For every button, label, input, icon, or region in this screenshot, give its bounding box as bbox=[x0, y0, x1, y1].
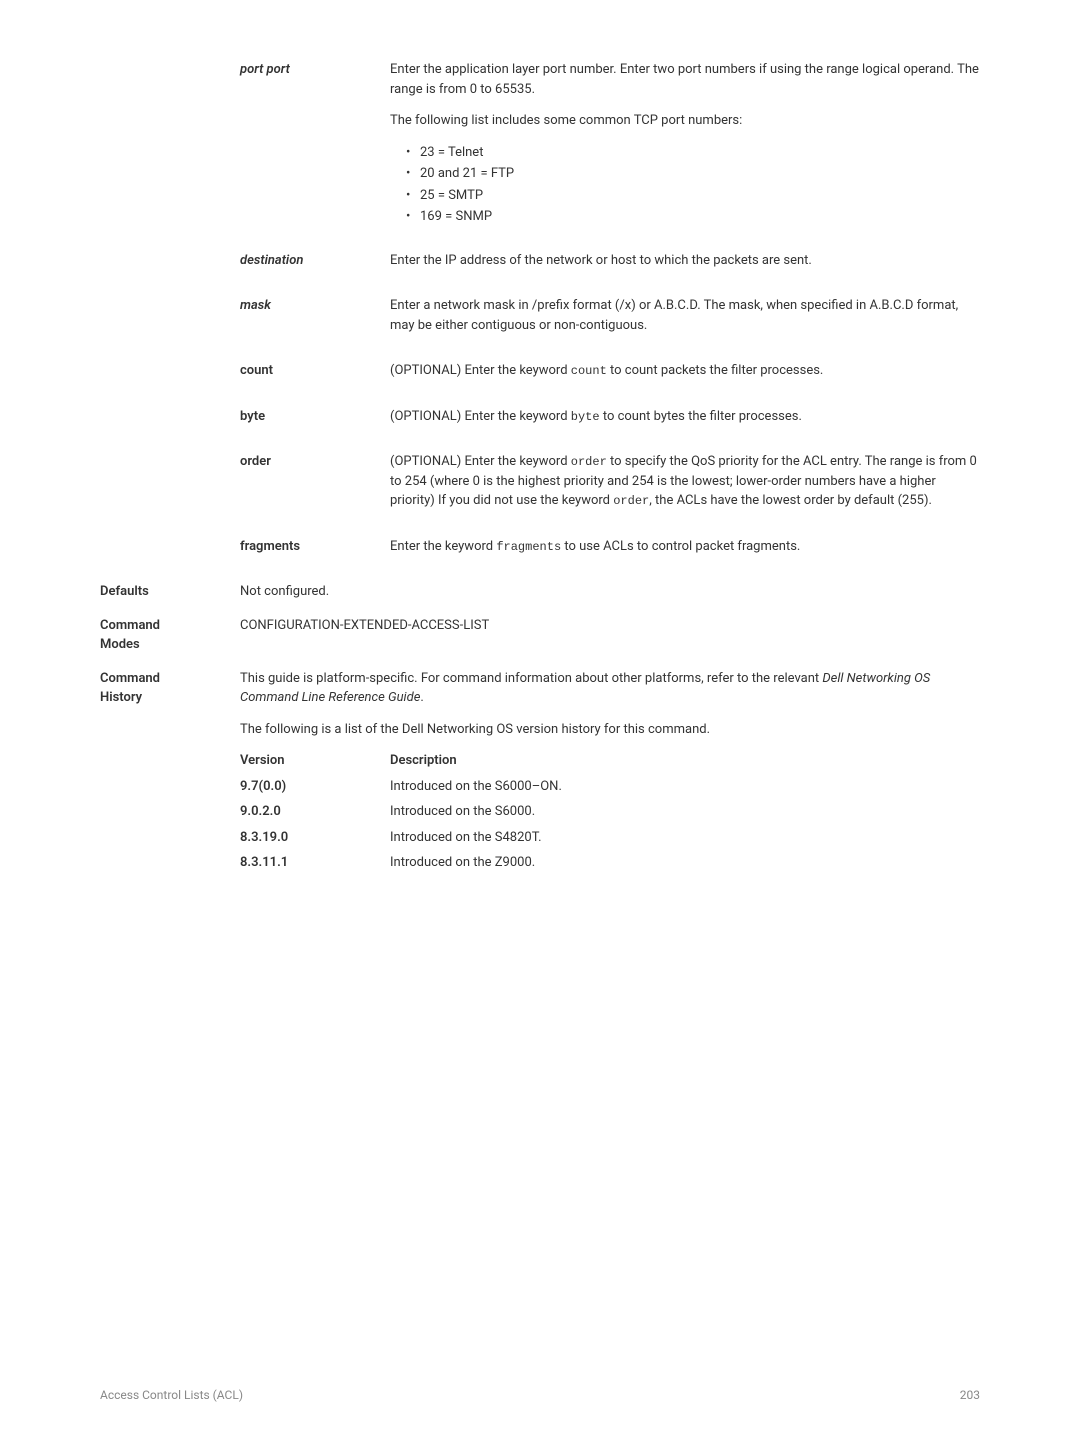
param-name: mask bbox=[240, 296, 390, 347]
section-defaults: Defaults Not configured. bbox=[100, 582, 980, 602]
desc-text: The following list includes some common … bbox=[390, 111, 980, 131]
section-content: CONFIGURATION-EXTENDED-ACCESS-LIST bbox=[240, 616, 980, 655]
text: (OPTIONAL) Enter the keyword bbox=[390, 454, 571, 469]
version-value: 8.3.11.1 bbox=[240, 853, 390, 873]
version-desc: Introduced on the S4820T. bbox=[390, 828, 980, 848]
param-name: byte bbox=[240, 407, 390, 439]
gutter bbox=[100, 537, 240, 569]
list-item: 169 = SNMP bbox=[406, 207, 980, 227]
desc-text: (OPTIONAL) Enter the keyword byte to cou… bbox=[390, 407, 980, 427]
text: Enter the keyword bbox=[390, 539, 496, 554]
label-line: History bbox=[100, 688, 240, 708]
label-line: Command bbox=[100, 669, 240, 689]
label-line: Command bbox=[100, 616, 240, 636]
section-label: Defaults bbox=[100, 582, 240, 602]
param-desc: (OPTIONAL) Enter the keyword count to co… bbox=[390, 361, 980, 393]
param-name: order bbox=[240, 452, 390, 523]
version-row: 9.0.2.0 Introduced on the S6000. bbox=[240, 802, 980, 822]
section-content: This guide is platform-specific. For com… bbox=[240, 669, 980, 879]
section-command-history: Command History This guide is platform-s… bbox=[100, 669, 980, 879]
text: to use ACLs to control packet fragments. bbox=[561, 539, 800, 554]
text: . bbox=[420, 690, 423, 705]
version-header-row: Version Description bbox=[240, 751, 980, 771]
version-desc: Introduced on the S6000–ON. bbox=[390, 777, 980, 797]
text: (OPTIONAL) Enter the keyword bbox=[390, 409, 571, 424]
desc-text: (OPTIONAL) Enter the keyword order to sp… bbox=[390, 452, 980, 511]
keyword: fragments bbox=[496, 540, 561, 554]
param-name: count bbox=[240, 361, 390, 393]
desc-text: (OPTIONAL) Enter the keyword count to co… bbox=[390, 361, 980, 381]
text: (OPTIONAL) Enter the keyword bbox=[390, 363, 571, 378]
text: , the ACLs have the lowest order by defa… bbox=[649, 493, 932, 508]
port-list: 23 = Telnet 20 and 21 = FTP 25 = SMTP 16… bbox=[390, 143, 980, 227]
version-value: 9.0.2.0 bbox=[240, 802, 390, 822]
param-desc: Enter the application layer port number.… bbox=[390, 60, 980, 237]
desc-text: Enter the application layer port number.… bbox=[390, 60, 980, 99]
page-footer: Access Control Lists (ACL) 203 bbox=[100, 1386, 980, 1404]
gutter bbox=[100, 407, 240, 439]
param-desc: (OPTIONAL) Enter the keyword byte to cou… bbox=[390, 407, 980, 439]
version-row: 8.3.11.1 Introduced on the Z9000. bbox=[240, 853, 980, 873]
version-row: 9.7(0.0) Introduced on the S6000–ON. bbox=[240, 777, 980, 797]
text: to count bytes the filter processes. bbox=[600, 409, 802, 424]
desc-text: Enter a network mask in /prefix format (… bbox=[390, 296, 980, 335]
keyword: byte bbox=[571, 410, 600, 424]
section-label: Command History bbox=[100, 669, 240, 879]
version-value: 9.7(0.0) bbox=[240, 777, 390, 797]
param-name: destination bbox=[240, 251, 390, 283]
keyword: count bbox=[571, 364, 607, 378]
param-destination: destination Enter the IP address of the … bbox=[100, 251, 980, 283]
param-mask: mask Enter a network mask in /prefix for… bbox=[100, 296, 980, 347]
param-fragments: fragments Enter the keyword fragments to… bbox=[100, 537, 980, 569]
keyword: order bbox=[613, 494, 649, 508]
list-item: 25 = SMTP bbox=[406, 186, 980, 206]
param-name: fragments bbox=[240, 537, 390, 569]
param-desc: (OPTIONAL) Enter the keyword order to sp… bbox=[390, 452, 980, 523]
history-p1: This guide is platform-specific. For com… bbox=[240, 669, 980, 708]
param-desc: Enter the keyword fragments to use ACLs … bbox=[390, 537, 980, 569]
desc-text: Enter the IP address of the network or h… bbox=[390, 251, 980, 271]
section-command-modes: Command Modes CONFIGURATION-EXTENDED-ACC… bbox=[100, 616, 980, 655]
footer-right: 203 bbox=[960, 1386, 980, 1404]
version-header: Version bbox=[240, 751, 390, 771]
list-item: 20 and 21 = FTP bbox=[406, 164, 980, 184]
desc-text: Enter the keyword fragments to use ACLs … bbox=[390, 537, 980, 557]
gutter bbox=[100, 296, 240, 347]
text: This guide is platform-specific. For com… bbox=[240, 671, 822, 686]
section-label: Command Modes bbox=[100, 616, 240, 655]
text: to count packets the filter processes. bbox=[607, 363, 824, 378]
param-port-port: port port Enter the application layer po… bbox=[100, 60, 980, 237]
param-desc: Enter a network mask in /prefix format (… bbox=[390, 296, 980, 347]
gutter bbox=[100, 60, 240, 237]
keyword: order bbox=[571, 455, 607, 469]
gutter bbox=[100, 361, 240, 393]
version-row: 8.3.19.0 Introduced on the S4820T. bbox=[240, 828, 980, 848]
param-byte: byte (OPTIONAL) Enter the keyword byte t… bbox=[100, 407, 980, 439]
gutter bbox=[100, 452, 240, 523]
description-header: Description bbox=[390, 751, 980, 771]
list-item: 23 = Telnet bbox=[406, 143, 980, 163]
version-desc: Introduced on the Z9000. bbox=[390, 853, 980, 873]
footer-left: Access Control Lists (ACL) bbox=[100, 1386, 243, 1404]
version-desc: Introduced on the S6000. bbox=[390, 802, 980, 822]
section-content: Not configured. bbox=[240, 582, 980, 602]
param-count: count (OPTIONAL) Enter the keyword count… bbox=[100, 361, 980, 393]
gutter bbox=[100, 251, 240, 283]
param-desc: Enter the IP address of the network or h… bbox=[390, 251, 980, 283]
param-name: port port bbox=[240, 60, 390, 237]
param-order: order (OPTIONAL) Enter the keyword order… bbox=[100, 452, 980, 523]
history-p2: The following is a list of the Dell Netw… bbox=[240, 720, 980, 740]
label-line: Modes bbox=[100, 635, 240, 655]
version-value: 8.3.19.0 bbox=[240, 828, 390, 848]
